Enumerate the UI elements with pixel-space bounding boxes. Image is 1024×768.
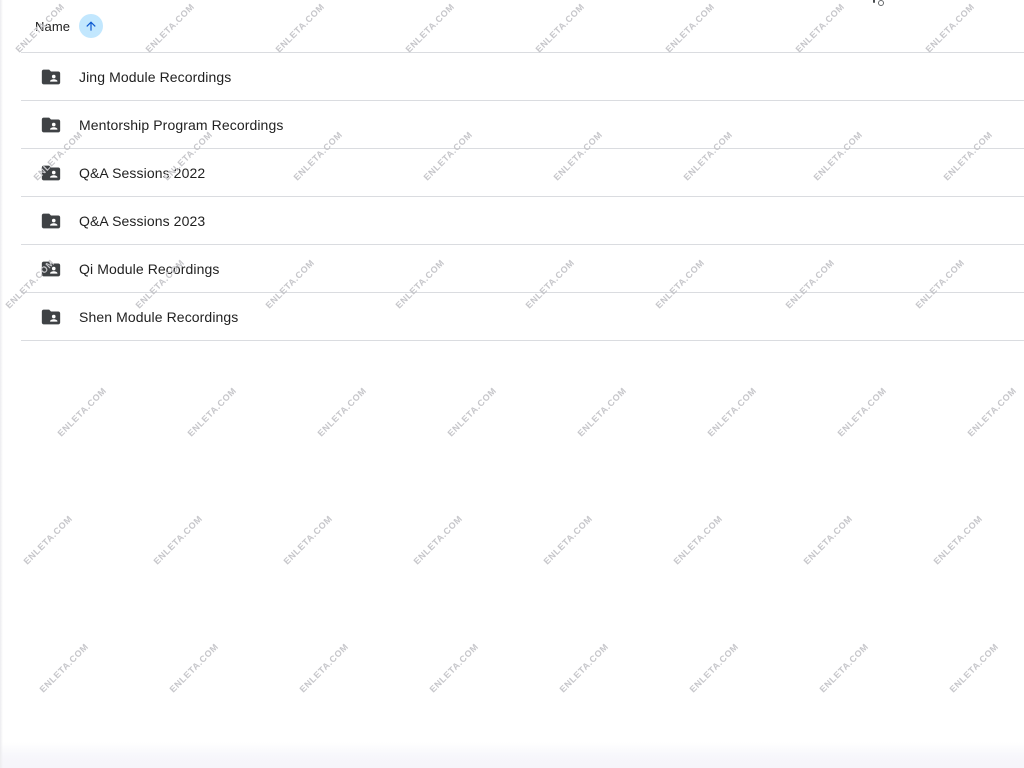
watermark-text: ENLETA.COM bbox=[167, 641, 221, 695]
shared-folder-icon bbox=[40, 306, 62, 328]
watermark-text: ENLETA.COM bbox=[185, 385, 239, 439]
watermark-text: ENLETA.COM bbox=[965, 385, 1019, 439]
watermark-text: ENLETA.COM bbox=[411, 513, 465, 567]
shared-folder-icon bbox=[40, 210, 62, 232]
folder-name: Q&A Sessions 2022 bbox=[79, 164, 206, 181]
watermark-text: ENLETA.COM bbox=[557, 641, 611, 695]
watermark-text: ENLETA.COM bbox=[801, 513, 855, 567]
watermark-text: ENLETA.COM bbox=[575, 385, 629, 439]
watermark-text: ENLETA.COM bbox=[427, 641, 481, 695]
watermark-text: ENLETA.COM bbox=[687, 641, 741, 695]
folder-name: Mentorship Program Recordings bbox=[79, 116, 284, 133]
watermark-text: ENLETA.COM bbox=[55, 385, 109, 439]
folder-row[interactable]: Qi Module Recordings bbox=[21, 245, 1024, 293]
cropped-icon-fragment bbox=[873, 0, 875, 3]
watermark-text: ENLETA.COM bbox=[541, 513, 595, 567]
watermark-text: ENLETA.COM bbox=[817, 641, 871, 695]
file-list: Name Jing Module Recordings bbox=[21, 0, 1024, 341]
folder-row[interactable]: Mentorship Program Recordings bbox=[21, 101, 1024, 149]
folder-name: Shen Module Recordings bbox=[79, 308, 239, 325]
footer-gradient-band bbox=[0, 742, 1024, 768]
watermark-text: ENLETA.COM bbox=[705, 385, 759, 439]
folder-row[interactable]: Q&A Sessions 2022 bbox=[21, 149, 1024, 197]
watermark-text: ENLETA.COM bbox=[445, 385, 499, 439]
folder-row[interactable]: Shen Module Recordings bbox=[21, 293, 1024, 341]
window-left-edge bbox=[0, 0, 3, 768]
shared-folder-icon bbox=[40, 66, 62, 88]
watermark-text: ENLETA.COM bbox=[835, 385, 889, 439]
watermark-text: ENLETA.COM bbox=[315, 385, 369, 439]
arrow-up-icon bbox=[84, 19, 98, 33]
watermark-text: ENLETA.COM bbox=[671, 513, 725, 567]
folder-row[interactable]: Jing Module Recordings bbox=[21, 53, 1024, 101]
shared-folder-icon bbox=[40, 258, 62, 280]
watermark-text: ENLETA.COM bbox=[37, 641, 91, 695]
folder-name: Qi Module Recordings bbox=[79, 260, 220, 277]
watermark-text: ENLETA.COM bbox=[947, 641, 1001, 695]
cropped-icon-fragment bbox=[878, 0, 884, 6]
cropped-toolbar-icon bbox=[872, 0, 888, 6]
shared-folder-icon bbox=[40, 114, 62, 136]
watermark-text: ENLETA.COM bbox=[21, 513, 75, 567]
sort-ascending-button[interactable] bbox=[79, 14, 104, 38]
shared-folder-icon bbox=[40, 162, 62, 184]
watermark-text: ENLETA.COM bbox=[151, 513, 205, 567]
list-header: Name bbox=[21, 0, 1024, 53]
watermark-text: ENLETA.COM bbox=[281, 513, 335, 567]
folder-name: Jing Module Recordings bbox=[79, 68, 232, 85]
folder-name: Q&A Sessions 2023 bbox=[79, 212, 206, 229]
watermark-text: ENLETA.COM bbox=[297, 641, 351, 695]
name-column-header[interactable]: Name bbox=[35, 18, 71, 34]
folder-row[interactable]: Q&A Sessions 2023 bbox=[21, 197, 1024, 245]
watermark-text: ENLETA.COM bbox=[931, 513, 985, 567]
